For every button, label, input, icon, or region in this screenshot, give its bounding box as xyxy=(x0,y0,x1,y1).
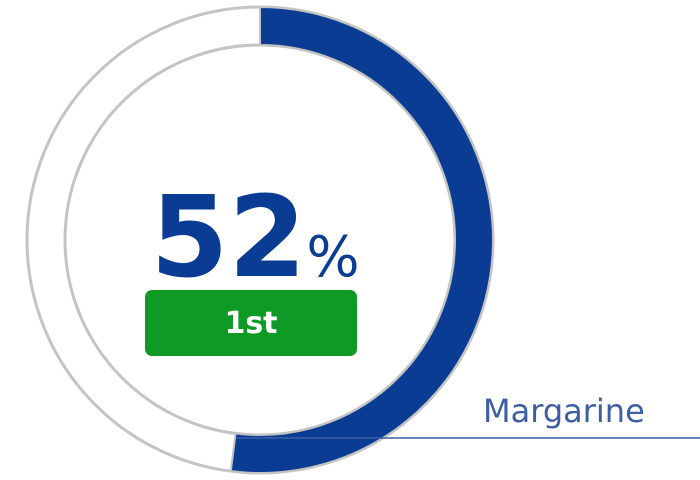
value-unit: % xyxy=(306,225,359,290)
gauge-ring xyxy=(25,5,495,475)
rank-badge xyxy=(145,290,357,356)
value-arc xyxy=(229,5,494,474)
category-label: Margarine xyxy=(483,392,645,430)
value-text: 52% xyxy=(150,173,359,303)
value-number: 52 xyxy=(150,173,306,303)
rank-label: 1st xyxy=(224,306,277,341)
